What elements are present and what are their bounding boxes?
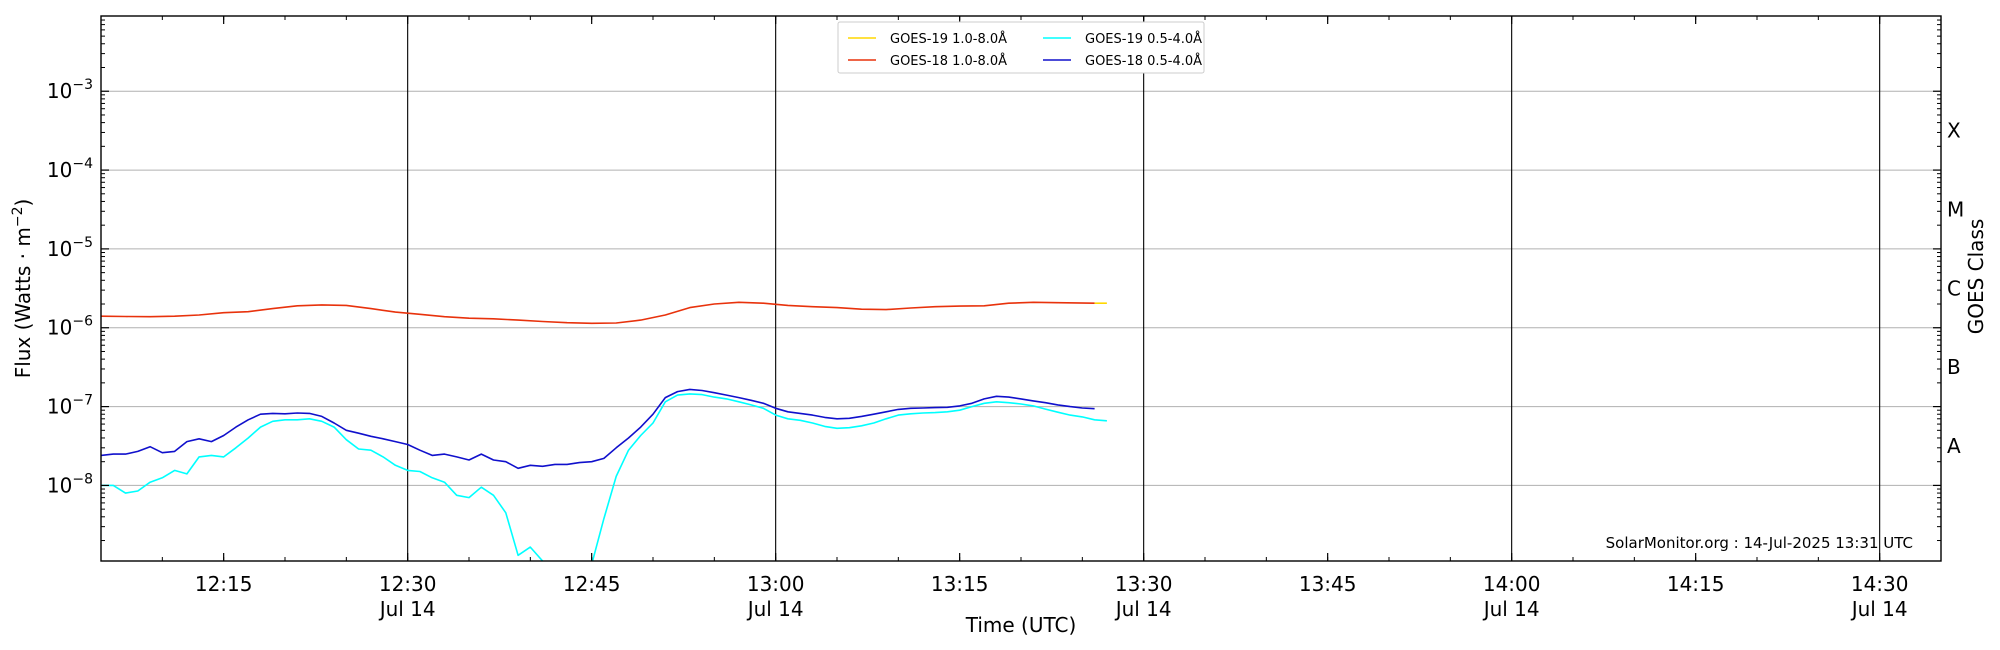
x-axis-title: Time (UTC) [965,613,1077,637]
x-tick-label: 13:00 [747,572,805,596]
vertical-line-layer [407,16,1881,561]
legend-label: GOES-19 1.0-8.0Å [890,31,1007,47]
series-line-goes-19-0-5-4-0- [101,393,1107,561]
x-tick-label: 14:00 [1483,572,1541,596]
y-axis-title: Flux (Watts · m−2) [10,199,35,379]
x-tick-label: 13:15 [931,572,989,596]
goes-class-axis-title: GOES Class [1964,219,1988,335]
y-tick-label: 10−8 [47,471,93,497]
y-tick-label: 10−3 [47,77,93,103]
goes-class-label: M [1947,198,1964,222]
legend-label: GOES-18 1.0-8.0Å [890,53,1007,69]
plot-frame [100,15,1942,562]
x-tick-label: 12:45 [563,572,621,596]
x-tick-date-label: Jul 14 [378,597,436,621]
x-tick-date-label: Jul 14 [746,597,804,621]
legend-box [837,21,1205,74]
legend-label: GOES-18 0.5-4.0Å [1085,53,1202,69]
series-line-goes-18-1-0-8-0- [101,301,1095,325]
y-tick-label: 10−5 [47,235,93,261]
x-tick-label: 12:15 [195,572,253,596]
x-tick-date-label: Jul 14 [1482,597,1540,621]
x-tick-label: 14:15 [1667,572,1725,596]
x-tick-label: 14:30 [1851,572,1909,596]
legend-label: GOES-19 0.5-4.0Å [1085,31,1202,47]
watermark-text: SolarMonitor.org : 14-Jul-2025 13:31 UTC [1606,534,1913,552]
x-tick-label: 12:30 [379,572,437,596]
grid-layer [101,90,1941,486]
goes-class-label: A [1947,434,1961,458]
series-line-goes-18-0-5-4-0- [101,388,1095,470]
goes-class-label: B [1947,355,1961,379]
y-tick-label: 10−7 [47,393,93,419]
goes-class-label: C [1947,276,1961,300]
x-tick-date-label: Jul 14 [1850,597,1908,621]
y-axis-title-group: Flux (Watts · m−2) [10,199,35,379]
y-tick-label: 10−6 [47,314,93,340]
y-tick-label: 10−4 [47,156,93,182]
x-tick-label: 13:30 [1115,572,1173,596]
x-tick-label: 13:45 [1299,572,1357,596]
x-tick-date-label: Jul 14 [1114,597,1172,621]
legend: GOES-19 1.0-8.0Å GOES-19 0.5-4.0Å GOES-18 … [837,21,1205,74]
series-layer [101,301,1107,561]
goes-class-label: X [1947,119,1961,143]
